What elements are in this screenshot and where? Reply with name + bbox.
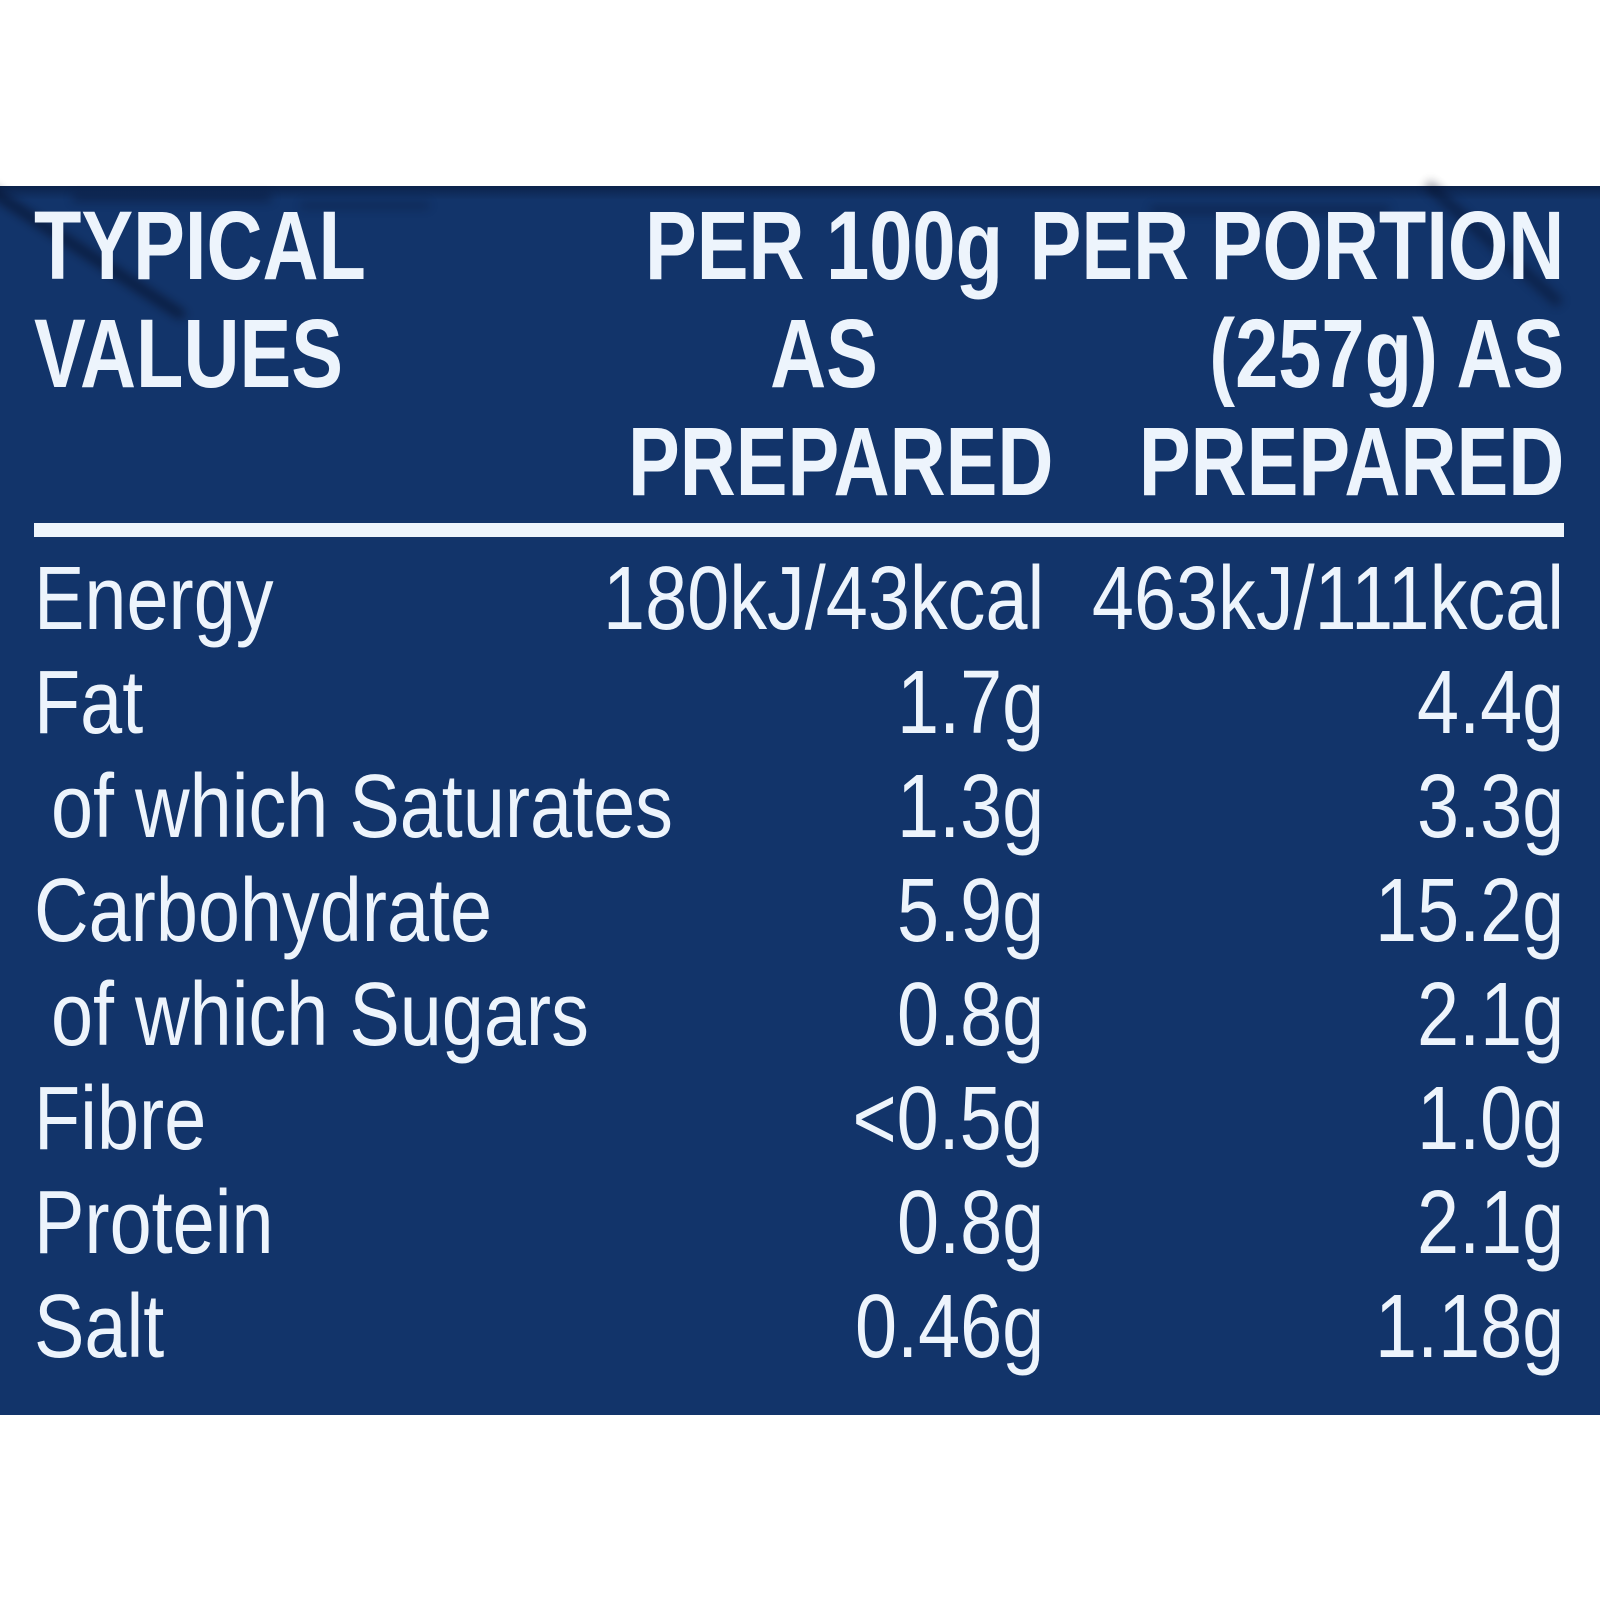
header-line: PER PORTION: [1029, 191, 1564, 300]
row-value-per-portion: 3.3g: [1416, 757, 1564, 857]
table-row: Fibre <0.5g 1.0g: [34, 1067, 1564, 1171]
table-row: Energy 180kJ/43kcal 463kJ/111kcal: [34, 547, 1564, 651]
row-value-per100g: 0.8g: [896, 1173, 1044, 1273]
row-value-per100g: 0.46g: [854, 1277, 1044, 1377]
header-per-portion: PER PORTION (257g) AS PREPARED: [1029, 192, 1564, 516]
row-value-per-portion: 2.1g: [1416, 1173, 1564, 1273]
header-per-100g: PER 100g AS PREPARED: [628, 191, 1053, 516]
nutrition-table: TYPICAL VALUES PER 100g AS PREPARED PER …: [34, 186, 1564, 1415]
table-row: Fat 1.7g 4.4g: [34, 651, 1564, 755]
header-line: TYPICAL: [34, 191, 366, 300]
row-label: Fat: [34, 653, 144, 753]
row-value-per100g: 5.9g: [896, 861, 1044, 961]
header-line: PER 100g: [645, 191, 1003, 300]
nutrition-panel: TYPICAL VALUES PER 100g AS PREPARED PER …: [0, 180, 1600, 1415]
row-value-per-portion: 1.0g: [1416, 1069, 1564, 1169]
row-value-per100g: 180kJ/43kcal: [602, 549, 1044, 649]
row-value-per100g: 1.7g: [896, 653, 1044, 753]
row-label: Carbohydrate: [34, 861, 493, 961]
row-label: Salt: [34, 1277, 165, 1377]
header-line: AS PREPARED: [628, 299, 1054, 516]
row-label: Energy: [34, 549, 274, 649]
header-separator-rule: [34, 523, 1564, 537]
table-header-row: TYPICAL VALUES PER 100g AS PREPARED PER …: [34, 192, 1564, 516]
table-body: Energy 180kJ/43kcal 463kJ/111kcal Fat 1.…: [34, 547, 1564, 1379]
row-value-per-portion: 4.4g: [1416, 653, 1564, 753]
table-row: Carbohydrate 5.9g 15.2g: [34, 859, 1564, 963]
row-value-per-portion: 463kJ/111kcal: [1091, 549, 1564, 649]
row-label: of which Saturates: [51, 757, 673, 857]
row-label: Fibre: [34, 1069, 207, 1169]
row-label: of which Sugars: [51, 965, 589, 1065]
row-label: Protein: [34, 1173, 274, 1273]
row-value-per-portion: 1.18g: [1374, 1277, 1564, 1377]
header-line: VALUES: [34, 299, 343, 408]
row-value-per100g: 1.3g: [896, 757, 1044, 857]
row-value-per100g: 0.8g: [896, 965, 1044, 1065]
row-value-per-portion: 2.1g: [1416, 965, 1564, 1065]
header-line: PREPARED: [1138, 407, 1564, 516]
table-row: of which Saturates 1.3g 3.3g: [34, 755, 1564, 859]
table-row: of which Sugars 0.8g 2.1g: [34, 963, 1564, 1067]
table-row: Salt 0.46g 1.18g: [34, 1275, 1564, 1379]
row-value-per100g: <0.5g: [852, 1069, 1044, 1169]
header-typical-values: TYPICAL VALUES: [34, 192, 366, 408]
table-row: Protein 0.8g 2.1g: [34, 1171, 1564, 1275]
header-line: (257g) AS: [1208, 299, 1564, 408]
row-value-per-portion: 15.2g: [1374, 861, 1564, 961]
